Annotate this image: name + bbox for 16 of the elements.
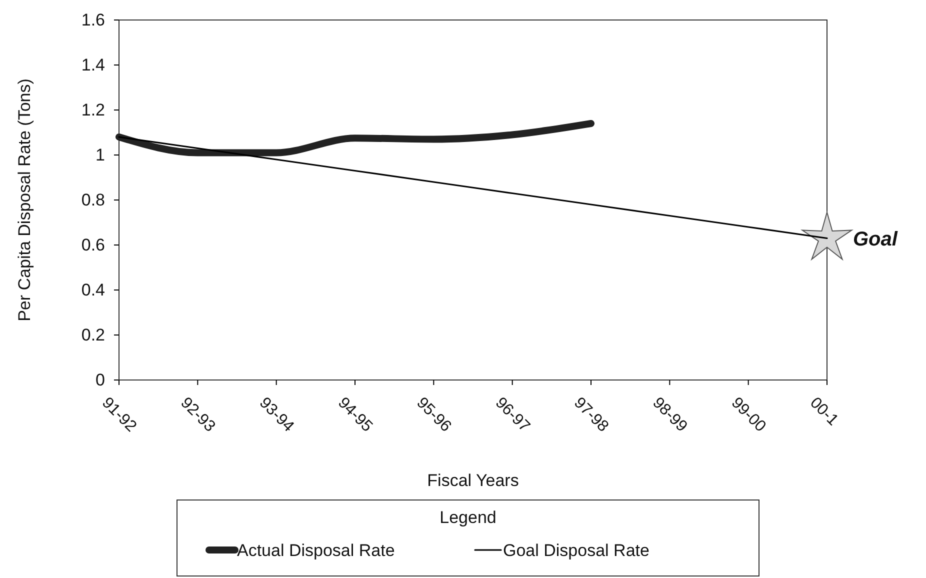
y-tick-label: 1.6	[81, 10, 105, 30]
legend-label: Goal Disposal Rate	[503, 541, 650, 560]
y-tick-label: 0.2	[81, 325, 105, 344]
y-tick-label: 0.6	[81, 235, 105, 254]
y-tick-label: 0.8	[81, 190, 105, 210]
x-axis-title: Fiscal Years	[427, 471, 519, 490]
y-tick-label: 0.4	[81, 280, 105, 300]
y-tick-label: 1.2	[81, 100, 105, 120]
y-tick-label: 1	[96, 145, 105, 164]
annotation: Goal	[853, 228, 898, 250]
y-tick-label: 0	[96, 370, 105, 390]
legend-label: Actual Disposal Rate	[237, 541, 395, 560]
line-series	[118, 136, 828, 240]
y-tick-label: 1.4	[81, 55, 105, 74]
legend-title: Legend	[440, 508, 496, 527]
y-axis-title: Per Capita Disposal Rate (Tons)	[15, 78, 34, 322]
